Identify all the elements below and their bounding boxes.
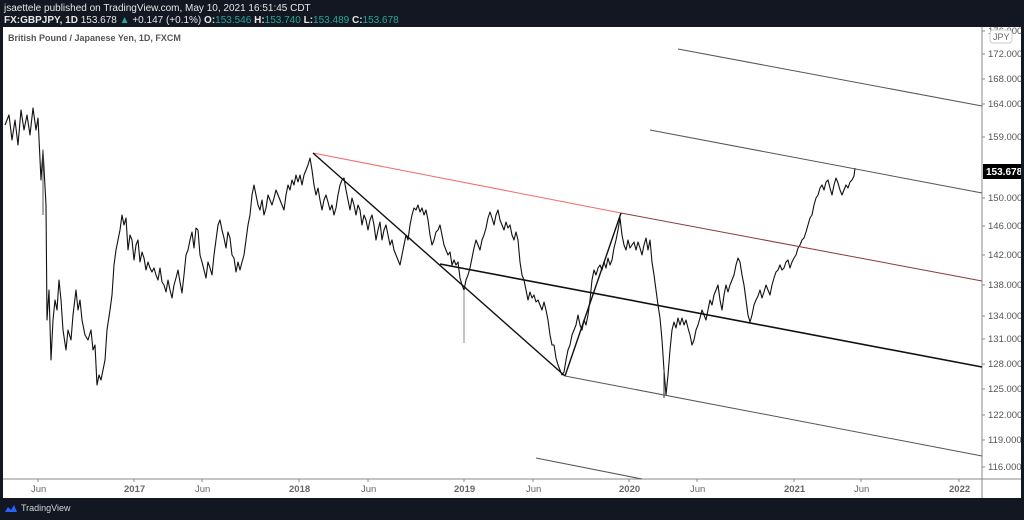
symbol-ohlc-line: FX:GBPJPY, 1D 153.678 ▲ +0.147 (+0.1%) O…	[4, 15, 399, 26]
open-value: 153.546	[215, 15, 252, 26]
median-line	[439, 263, 983, 368]
swing-line-up	[564, 212, 622, 377]
chart-pane[interactable]: British Pound / Japanese Yen, 1D, FXCM 1…	[3, 27, 1021, 498]
svg-text:2017: 2017	[124, 484, 145, 495]
svg-text:138.000: 138.000	[988, 280, 1021, 291]
channel-upper	[649, 129, 983, 194]
svg-text:131.000: 131.000	[988, 334, 1021, 345]
svg-text:2019: 2019	[454, 484, 475, 495]
svg-text:128.000: 128.000	[988, 359, 1021, 370]
svg-text:164.000: 164.000	[988, 99, 1021, 110]
price-axis: 176.000 172.000 168.000 164.000 159.000 …	[982, 27, 1021, 473]
change-up-icon: ▲	[119, 15, 130, 26]
svg-text:2021: 2021	[784, 484, 806, 495]
svg-text:146.000: 146.000	[988, 221, 1021, 232]
last-price: 153.678	[80, 15, 117, 26]
red-trendline-extension	[620, 212, 983, 282]
publisher-line: jsaettele published on TradingView.com, …	[4, 3, 311, 14]
last-price-label: 153.678	[983, 164, 1021, 179]
currency-badge[interactable]: JPY	[989, 29, 1013, 44]
footer: TradingView	[4, 503, 71, 513]
svg-text:Jun: Jun	[526, 484, 541, 495]
change: +0.147 (+0.1%)	[132, 15, 202, 26]
svg-text:Jun: Jun	[195, 484, 210, 495]
svg-text:JPY: JPY	[993, 32, 1010, 42]
close-label: C:	[351, 15, 363, 26]
chart-canvas[interactable]: 176.000 172.000 168.000 164.000 159.000 …	[3, 27, 1021, 498]
high-label: H:	[254, 15, 265, 26]
svg-text:116.000: 116.000	[988, 462, 1021, 473]
brand-name[interactable]: TradingView	[21, 503, 71, 513]
channel-top	[677, 48, 983, 107]
svg-text:Jun: Jun	[690, 484, 705, 495]
symbol[interactable]: FX:GBPJPY, 1D	[4, 15, 78, 26]
close-value: 153.678	[362, 15, 399, 26]
svg-text:150.000: 150.000	[988, 193, 1021, 204]
high-value: 153.740	[264, 15, 301, 26]
svg-text:125.000: 125.000	[988, 384, 1021, 395]
low-label: L:	[303, 15, 314, 26]
svg-text:119.000: 119.000	[988, 435, 1021, 446]
chart-title: British Pound / Japanese Yen, 1D, FXCM	[8, 33, 181, 43]
tradingview-cloud-icon	[5, 504, 17, 512]
svg-text:Jun: Jun	[31, 484, 46, 495]
open-label: O:	[204, 15, 216, 26]
svg-text:159.000: 159.000	[988, 132, 1021, 143]
svg-text:134.000: 134.000	[988, 311, 1021, 322]
low-value: 153.489	[313, 15, 350, 26]
svg-text:Jun: Jun	[361, 484, 376, 495]
svg-text:153.678: 153.678	[986, 167, 1021, 178]
svg-text:172.000: 172.000	[988, 49, 1021, 60]
svg-text:122.000: 122.000	[988, 410, 1021, 421]
svg-text:142.000: 142.000	[988, 250, 1021, 261]
svg-text:2018: 2018	[289, 484, 310, 495]
svg-text:168.000: 168.000	[988, 74, 1021, 85]
svg-text:2022: 2022	[949, 484, 970, 495]
red-trendline	[312, 152, 622, 214]
svg-text:2020: 2020	[619, 484, 640, 495]
time-axis: Jun 2017 Jun 2018 Jun 2019 Jun 2020 Jun …	[31, 479, 970, 495]
price-series	[4, 107, 856, 396]
swing-line-down	[312, 152, 566, 377]
channel-bottom	[535, 457, 643, 480]
channel-lower	[564, 375, 983, 457]
svg-text:Jun: Jun	[854, 484, 869, 495]
